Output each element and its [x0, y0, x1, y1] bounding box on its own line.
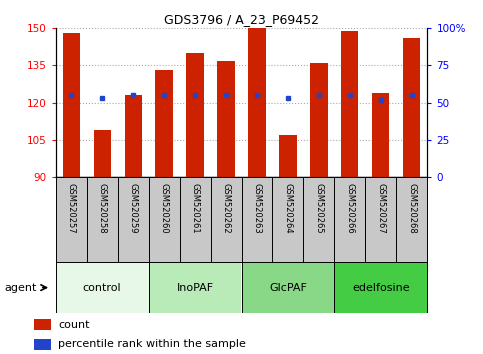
Text: GSM520263: GSM520263: [253, 183, 261, 234]
Text: InoPAF: InoPAF: [176, 282, 213, 293]
Bar: [34, 338, 51, 350]
Title: GDS3796 / A_23_P69452: GDS3796 / A_23_P69452: [164, 13, 319, 26]
Text: GSM520257: GSM520257: [67, 183, 75, 234]
Text: edelfosine: edelfosine: [352, 282, 410, 293]
Text: GSM520258: GSM520258: [98, 183, 107, 234]
Text: GSM520264: GSM520264: [284, 183, 293, 234]
Bar: [242, 262, 334, 313]
Text: agent: agent: [4, 282, 37, 293]
Bar: [94, 130, 111, 177]
Text: percentile rank within the sample: percentile rank within the sample: [58, 339, 246, 349]
Text: GSM520262: GSM520262: [222, 183, 230, 234]
Bar: [156, 70, 172, 177]
Bar: [186, 53, 203, 177]
Bar: [334, 262, 427, 313]
Text: GSM520259: GSM520259: [128, 183, 138, 233]
Text: GSM520261: GSM520261: [190, 183, 199, 234]
Bar: [34, 319, 51, 330]
Bar: [372, 93, 389, 177]
Bar: [403, 38, 421, 177]
Text: GSM520265: GSM520265: [314, 183, 324, 234]
Text: count: count: [58, 320, 89, 330]
Text: GSM520268: GSM520268: [408, 183, 416, 234]
Text: GlcPAF: GlcPAF: [269, 282, 307, 293]
Text: GSM520267: GSM520267: [376, 183, 385, 234]
Text: GSM520260: GSM520260: [159, 183, 169, 234]
Text: GSM520266: GSM520266: [345, 183, 355, 234]
Bar: [56, 262, 149, 313]
Bar: [311, 63, 327, 177]
Bar: [248, 28, 266, 177]
Bar: [280, 135, 297, 177]
Bar: [149, 262, 242, 313]
Bar: [217, 61, 235, 177]
Text: control: control: [83, 282, 121, 293]
Bar: [62, 33, 80, 177]
Bar: [125, 95, 142, 177]
Bar: [341, 31, 358, 177]
